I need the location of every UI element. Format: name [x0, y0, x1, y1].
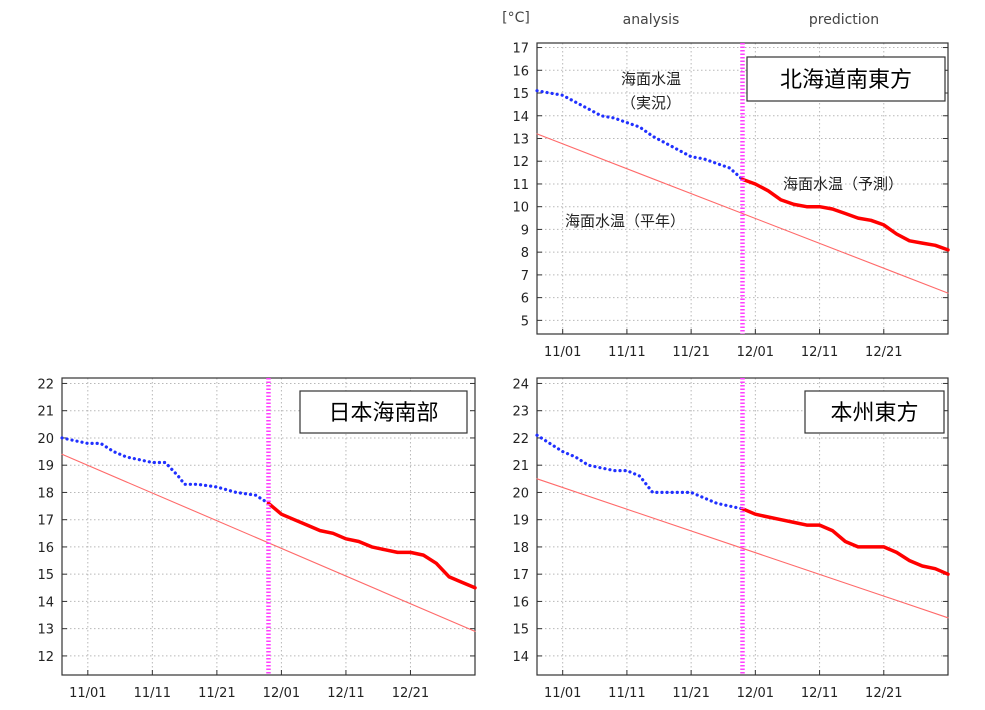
- y-tick-label: 19: [37, 459, 54, 474]
- y-tick-label: 14: [37, 595, 54, 610]
- y-tick-label: 5: [521, 314, 529, 329]
- y-tick-label: 20: [37, 432, 54, 447]
- y-tick-label: 19: [512, 514, 529, 529]
- x-tick-label: 12/21: [392, 686, 429, 701]
- region-title: 北海道南東方: [780, 68, 912, 93]
- x-tick-label: 12/11: [801, 345, 838, 360]
- series-analysis-line: [535, 433, 745, 511]
- y-tick-label: 14: [512, 110, 529, 125]
- y-tick-label: 16: [37, 541, 54, 556]
- y-tick-label: 17: [512, 42, 529, 57]
- x-tick-label: 12/21: [865, 686, 902, 701]
- y-tick-label: 9: [521, 223, 529, 238]
- y-tick-label: 17: [37, 514, 54, 529]
- series-prediction-line: [740, 507, 950, 576]
- y-tick-label: 15: [37, 568, 54, 583]
- y-tick-label: 24: [512, 377, 529, 392]
- y-tick-label: 12: [512, 155, 529, 170]
- y-tick-label: 15: [512, 623, 529, 638]
- series-annotation: 海面水温（予測）: [783, 175, 903, 193]
- series-analysis-line: [60, 436, 271, 505]
- region-title-box: [746, 56, 946, 102]
- y-tick-label: 18: [512, 541, 529, 556]
- series-analysis-line: [535, 89, 745, 181]
- series-prediction-line: [266, 501, 477, 590]
- y-tick-label: 6: [521, 292, 529, 307]
- y-tick-label: 18: [37, 486, 54, 501]
- x-tick-label: 11/21: [198, 686, 235, 701]
- y-tick-label: 16: [512, 595, 529, 610]
- y-tick-label: 16: [512, 64, 529, 79]
- chart-panel: 12 13 14 15 16 17 18 19 20 21 22 11/01 11/11 11/21 12/…: [37, 377, 477, 701]
- series-normal-line: [536, 478, 949, 619]
- y-tick-label: 13: [37, 623, 54, 638]
- x-tick-label: 12/01: [737, 686, 774, 701]
- series-annotation: （実況）: [621, 94, 681, 112]
- y-tick-label: 7: [521, 269, 529, 284]
- series-annotation: 海面水温（平年）: [565, 212, 685, 230]
- y-tick-label: 15: [512, 87, 529, 102]
- y-tick-label: 23: [512, 405, 529, 420]
- x-tick-label: 12/01: [737, 345, 774, 360]
- unit-label: [°C]: [502, 10, 530, 26]
- x-tick-label: 12/11: [327, 686, 364, 701]
- region-title-box: [299, 390, 468, 434]
- x-tick-label: 11/11: [134, 686, 171, 701]
- chart-panel: 14 15 16 17 18 19 20 21 22 23 24 11/01 11/11 11/21 12/…: [512, 377, 950, 701]
- chart-panel: 5 6 7 8 9 10 11 12 13 14 15 16 17 11/01 11/11 11/21 12/0…: [512, 42, 950, 360]
- analysis-label: analysis: [623, 12, 680, 28]
- y-tick-label: 17: [512, 568, 529, 583]
- y-tick-label: 8: [521, 246, 529, 261]
- x-tick-label: 11/21: [672, 686, 709, 701]
- x-tick-label: 12/21: [865, 345, 902, 360]
- y-tick-label: 21: [37, 405, 54, 420]
- region-title: 本州東方: [830, 401, 918, 426]
- series-annotation: 海面水温: [621, 70, 681, 88]
- y-tick-label: 11: [512, 178, 529, 193]
- series-normal-line: [536, 133, 949, 294]
- y-tick-label: 14: [512, 650, 529, 665]
- y-tick-label: 12: [37, 650, 54, 665]
- x-tick-label: 11/11: [608, 686, 645, 701]
- y-tick-label: 20: [512, 486, 529, 501]
- x-tick-label: 11/01: [69, 686, 106, 701]
- x-tick-label: 11/01: [544, 345, 581, 360]
- y-tick-label: 10: [512, 201, 529, 216]
- series-prediction-line: [740, 177, 950, 252]
- x-tick-label: 11/01: [544, 686, 581, 701]
- region-title-box: [804, 390, 945, 434]
- y-tick-label: 21: [512, 459, 529, 474]
- x-tick-label: 11/11: [608, 345, 645, 360]
- y-tick-label: 22: [37, 377, 54, 392]
- x-tick-label: 12/01: [263, 686, 300, 701]
- region-title: 日本海南部: [328, 401, 438, 426]
- y-tick-label: 13: [512, 132, 529, 147]
- x-tick-label: 12/11: [801, 686, 838, 701]
- x-tick-label: 11/21: [672, 345, 709, 360]
- y-tick-label: 22: [512, 432, 529, 447]
- prediction-label: prediction: [809, 12, 879, 28]
